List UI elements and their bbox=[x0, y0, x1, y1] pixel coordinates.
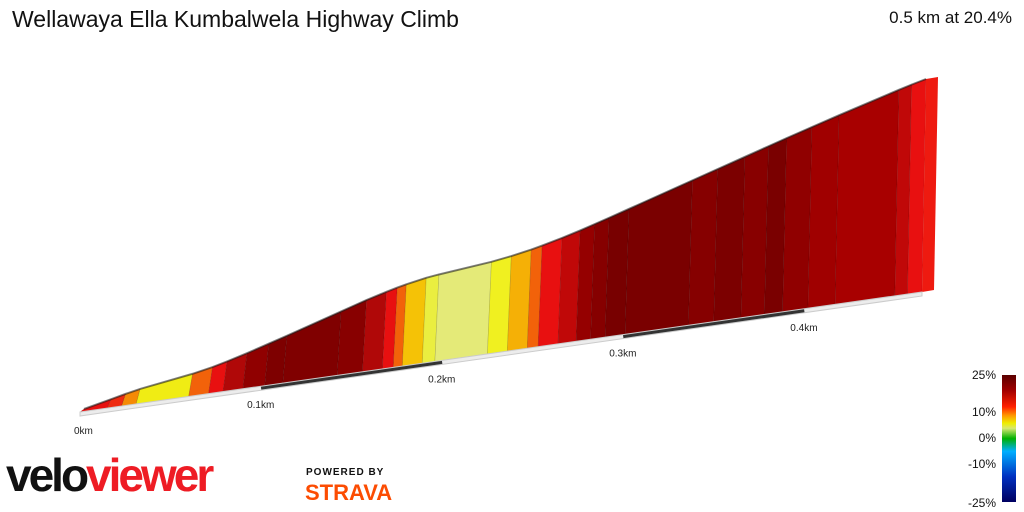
x-tick-label: 0.1km bbox=[247, 400, 274, 411]
grade-segment bbox=[782, 126, 813, 313]
x-tick-label: 0.3km bbox=[609, 349, 636, 360]
x-tick-label: 0.2km bbox=[428, 374, 455, 385]
grade-segment bbox=[807, 114, 840, 309]
finish-face bbox=[922, 77, 938, 292]
grade-segment bbox=[740, 145, 769, 319]
scale-label-min: -25% bbox=[967, 496, 996, 510]
page-title: Wellawaya Ella Kumbalwela Highway Climb bbox=[12, 6, 459, 32]
scale-label-10: 10% bbox=[971, 405, 996, 419]
x-tick-label: 0km bbox=[74, 426, 93, 437]
distance-axis: 0km 0.1km 0.2km 0.3km 0.4km bbox=[74, 309, 818, 437]
grade-segments bbox=[79, 77, 938, 413]
profile-top-edge bbox=[83, 78, 927, 410]
grade-segment bbox=[713, 156, 746, 323]
logo-part-velo: velo bbox=[6, 449, 89, 501]
grade-segment bbox=[688, 168, 719, 326]
scale-label-max: 25% bbox=[971, 368, 996, 382]
grade-segment bbox=[282, 310, 342, 384]
scale-label-0: 0% bbox=[978, 431, 996, 445]
powered-by-label: POWERED BY bbox=[306, 467, 385, 478]
scale-label-neg10: -10% bbox=[967, 457, 996, 471]
x-tick-label: 0.4km bbox=[790, 323, 817, 334]
km-band bbox=[260, 360, 443, 390]
logo-part-viewer: viewer bbox=[86, 449, 214, 501]
grade-segment bbox=[434, 261, 492, 362]
climb-summary: 0.5 km at 20.4% bbox=[889, 8, 1012, 27]
km-band bbox=[623, 309, 805, 339]
gradient-color-scale bbox=[1002, 375, 1016, 502]
veloviewer-logo: veloviewer bbox=[6, 449, 214, 501]
grade-segment bbox=[834, 89, 900, 305]
strava-logo: STRAVA bbox=[305, 480, 393, 505]
grade-segment bbox=[624, 179, 693, 335]
